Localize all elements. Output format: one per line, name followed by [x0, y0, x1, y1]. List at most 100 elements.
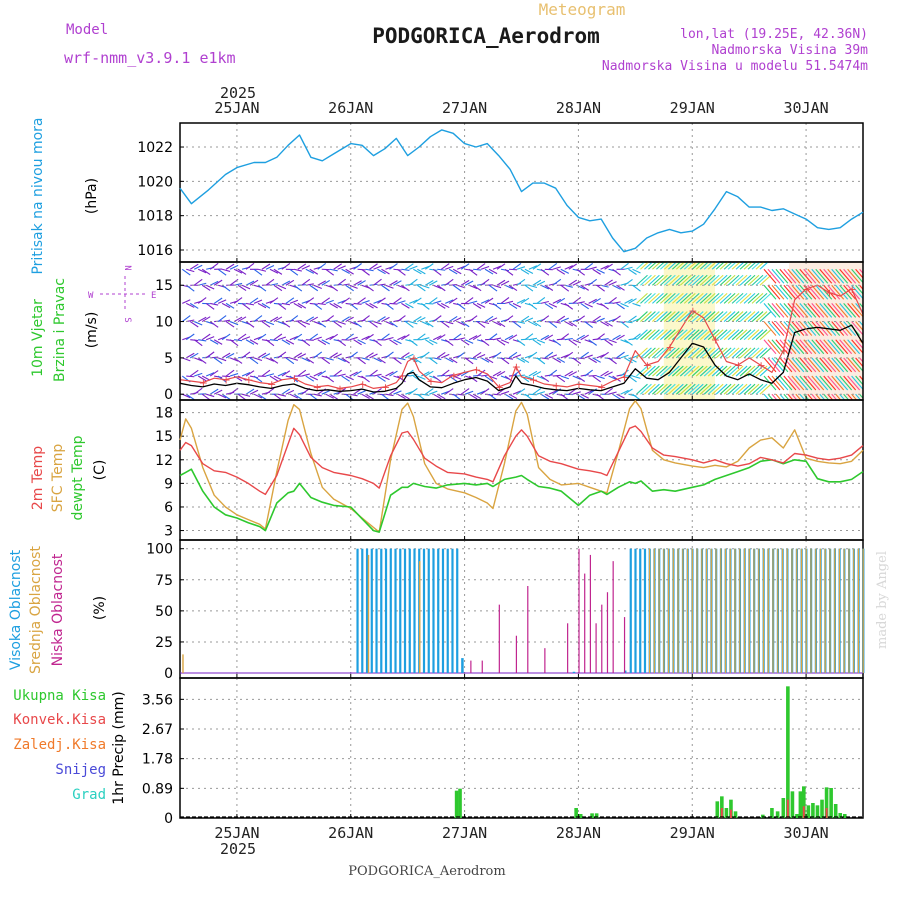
wind-arrow — [819, 375, 833, 391]
wind-arrow — [715, 292, 728, 304]
wind-arrow — [572, 280, 581, 286]
wind-arrow — [727, 329, 740, 341]
wind-arrow — [500, 297, 510, 304]
bottom-date-axis: 25JAN 26JAN 27JAN 28JAN 29JAN 30JAN — [214, 824, 828, 842]
wind-arrow — [819, 303, 833, 318]
wind-arrow — [381, 268, 390, 275]
wind-arrow — [584, 302, 593, 308]
wind-arrow — [217, 393, 227, 399]
wind-arrow — [472, 284, 482, 292]
wind-arrow — [588, 374, 597, 377]
cloud-mid-bar — [829, 548, 831, 674]
wind-arrow — [389, 339, 398, 346]
wind-arrow — [532, 279, 542, 286]
wind-arrow — [528, 351, 538, 359]
cloud-low-bar — [544, 648, 546, 674]
wind-arrow — [277, 351, 287, 359]
wind-arrow — [799, 393, 806, 400]
wind-arrow — [436, 393, 446, 400]
cloud-mid-bar — [777, 548, 779, 674]
precip-total-bar — [824, 787, 829, 818]
wind-arrow — [221, 333, 231, 341]
wind-arrow — [193, 387, 203, 395]
wind-arrow — [616, 302, 625, 310]
wind-arrow — [640, 292, 652, 304]
wind-gust-marker: + — [335, 382, 344, 395]
wind-arrow — [421, 371, 430, 377]
wind-arrow — [616, 393, 625, 399]
wind-arrow — [476, 321, 486, 328]
wind-arrow — [445, 265, 454, 270]
wind-arrow — [464, 390, 474, 395]
wind-arrow — [468, 375, 478, 383]
pressure-line — [179, 129, 864, 253]
wind-arrow — [552, 339, 562, 346]
wind-arrow — [234, 339, 243, 342]
wind-arrow — [361, 315, 370, 322]
wind-arrow — [361, 335, 370, 341]
wind-arrow — [763, 303, 777, 318]
wind-arrow — [556, 268, 566, 275]
wind-arrow — [843, 375, 857, 391]
wind-arrow — [421, 351, 430, 359]
wind-arrow — [241, 393, 251, 397]
wind-arrow — [329, 393, 338, 400]
cloud-high-bar — [365, 548, 369, 674]
wind-arrow — [297, 263, 307, 270]
wind-arrow — [301, 265, 311, 270]
wind-arrow — [448, 315, 458, 323]
precip-conv-bar — [825, 808, 828, 818]
wind-gust-marker: + — [552, 379, 561, 392]
wind-arrow — [827, 321, 841, 336]
wind-arrow — [859, 268, 863, 275]
wind-arrow — [815, 357, 829, 373]
wind-arrow — [791, 268, 805, 284]
wind-arrow — [520, 297, 530, 304]
wind-arrow — [528, 337, 537, 341]
wind-arrow — [656, 329, 668, 341]
wind-arrow — [385, 336, 394, 341]
wind-arrow — [807, 303, 821, 318]
wind-arrow — [512, 302, 522, 308]
wind-arrow — [221, 268, 231, 272]
wind-arrow — [640, 383, 652, 395]
wind-arrow — [281, 388, 291, 395]
wind-compass: N S W E — [88, 265, 156, 322]
wind-arrow — [532, 387, 542, 395]
cloud-ylabel-unit: (%) — [92, 596, 108, 620]
wind-arrow — [544, 284, 554, 291]
wind-arrow — [205, 302, 215, 310]
cloud-low-bar — [470, 660, 472, 674]
wind-arrow — [476, 302, 486, 308]
wind-arrow — [225, 263, 235, 270]
wind-arrow — [612, 375, 621, 382]
precip-total-bar — [574, 808, 578, 818]
wind-arrow — [452, 333, 462, 341]
wind-arrow — [436, 334, 446, 341]
wind-arrow — [735, 347, 748, 359]
wind-arrow — [424, 263, 434, 270]
model-label: Model — [66, 22, 108, 38]
wind-arrow — [464, 297, 474, 304]
wind-arrow — [743, 365, 756, 377]
wind-arrow — [823, 268, 837, 284]
panel-border — [179, 122, 864, 263]
wind-arrow — [560, 284, 570, 292]
wind-arrow — [369, 369, 378, 377]
wind-gust-marker: + — [244, 374, 253, 387]
wind-arrow — [612, 315, 621, 323]
cloud-high-bar — [422, 548, 426, 674]
wind-arrow — [667, 365, 680, 377]
wind-arrow — [309, 316, 319, 323]
wind-arrow — [524, 393, 534, 400]
wind-arrow — [851, 321, 863, 336]
wind-arrow — [337, 373, 346, 377]
wind-panel: + + + + + + + + + + + + + + + + + + + + + + + + + + + + + + + +0 5 10 15 — [155, 261, 864, 403]
wind-arrow — [783, 393, 790, 400]
wind-arrow — [194, 321, 203, 326]
wind-arrow — [787, 357, 801, 373]
wind-arrow — [576, 284, 585, 290]
wind-arrow — [516, 388, 526, 395]
cloud-mid-bar — [648, 548, 651, 674]
cloud-high-bar — [456, 548, 459, 674]
